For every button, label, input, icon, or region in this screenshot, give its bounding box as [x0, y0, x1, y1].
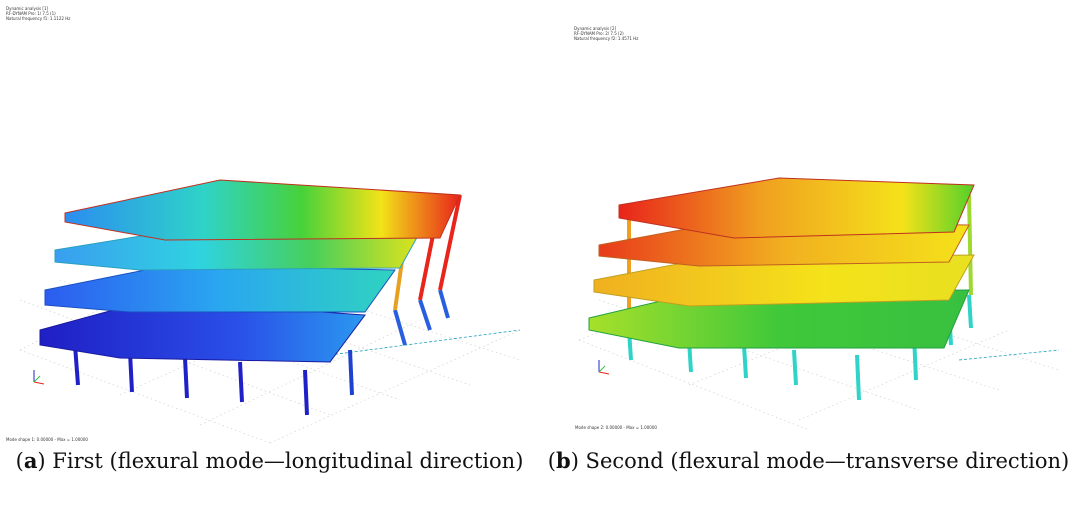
axis-triad-a [33, 370, 45, 385]
floor-slabs-b [588, 177, 975, 349]
caption-b: (b) Second (flexural mode—transverse dir… [547, 448, 1070, 473]
axis-triad-b [598, 360, 610, 375]
mode-shape-view-a [0, 0, 539, 445]
caption-a: (a) First (flexural mode—longitudinal di… [15, 448, 524, 473]
mode-shape-view-b [539, 0, 1078, 445]
header-text-b: Dynamic analysis [2] RF-DYNAM Pro: 2/ 7.5… [574, 26, 639, 41]
footer-text-a: Mode shape 1: 0.00000 - Max = 1.00000 [6, 437, 88, 442]
caption-letter-b: b [556, 448, 571, 473]
mode-shape-render-b [578, 177, 1060, 431]
header-text-a: Dynamic analysis [1] RF-DYNAM Pro: 1/ 7.5… [6, 6, 71, 21]
panel-b: Dynamic analysis [2] RF-DYNAM Pro: 2/ 7.5… [539, 0, 1078, 520]
footer-text-b: Mode shape 2: 0.00000 - Max = 1.00000 [575, 425, 657, 430]
floor-slabs-a [39, 179, 461, 363]
caption-letter-a: a [23, 448, 38, 473]
mode-shape-render-a [19, 179, 521, 444]
panel-a: Dynamic analysis [1] RF-DYNAM Pro: 1/ 7.5… [0, 0, 539, 473]
